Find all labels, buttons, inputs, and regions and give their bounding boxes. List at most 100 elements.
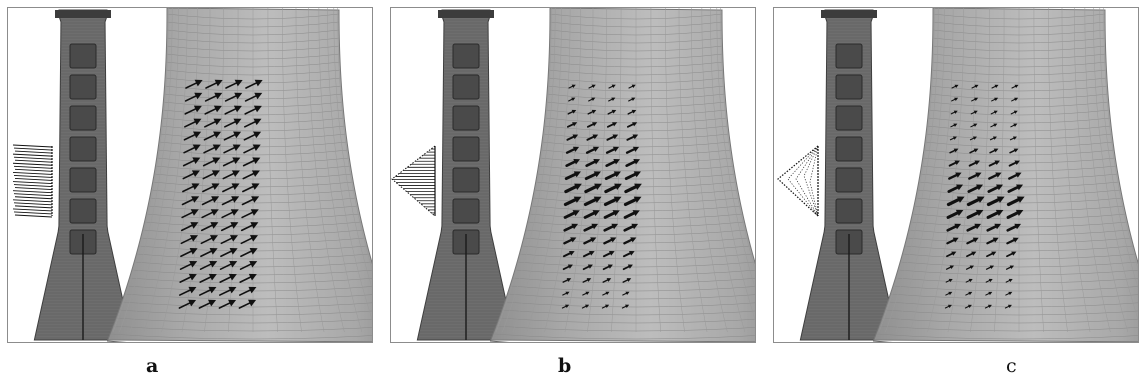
displacement-arrowhead [956, 184, 964, 191]
displacement-arrowhead [1013, 110, 1018, 114]
displacement-vector-field [944, 84, 1025, 309]
mesh-meridian [204, 8, 224, 333]
displacement-arrowhead [231, 183, 240, 190]
tower-section-view [416, 9, 516, 341]
shell-surface [490, 8, 755, 342]
mesh-meridian [970, 8, 990, 333]
displacement-arrowhead [1014, 97, 1019, 101]
displacement-arrowhead [613, 196, 622, 203]
displacement-arrowhead [995, 209, 1004, 216]
displacement-arrowhead [1011, 251, 1017, 256]
panel-c [773, 7, 1139, 343]
ring-opening [835, 167, 863, 193]
load-arrow-line [13, 165, 53, 169]
displacement-arrowhead [190, 209, 199, 216]
displacement-arrowhead [630, 237, 637, 243]
mesh-meridian [720, 8, 755, 270]
displacement-arrowhead [189, 260, 198, 268]
displacement-arrowhead [1015, 172, 1022, 178]
displacement-arrowhead [253, 105, 262, 113]
load-envelope [777, 145, 819, 217]
displacement-arrowhead [212, 144, 221, 152]
mesh-meridian [502, 8, 556, 333]
displacement-arrowhead [191, 183, 200, 190]
displacement-arrowhead [590, 237, 597, 243]
displacement-arrowhead [213, 118, 222, 126]
displacement-arrowhead [587, 264, 593, 269]
displacement-arrowhead [572, 134, 579, 140]
displacement-arrowhead [989, 265, 995, 270]
displacement-arrowhead [632, 146, 640, 152]
displacement-arrowhead [189, 248, 198, 255]
displacement-arrowhead [585, 304, 590, 309]
tower-shell-mesh [106, 8, 372, 342]
displacement-arrowhead [252, 144, 261, 152]
ring-opening [835, 74, 863, 100]
mesh-meridian [308, 8, 345, 333]
displacement-arrowhead [1007, 304, 1012, 309]
displacement-arrowhead [969, 265, 975, 270]
displacement-arrowhead [993, 110, 998, 114]
displacement-arrowhead [250, 222, 259, 229]
displacement-arrowhead [631, 109, 637, 114]
displacement-arrowhead [570, 237, 577, 243]
load-arrow-line [14, 168, 53, 172]
shell-surface [873, 8, 1138, 342]
displacement-arrowhead [229, 235, 238, 242]
load-arrow-line [13, 211, 53, 215]
load-arrow-line [12, 199, 53, 203]
displacement-arrowhead [251, 183, 260, 190]
displacement-arrowhead [253, 118, 262, 126]
displacement-arrowhead [991, 251, 997, 256]
displacement-arrowhead [633, 196, 642, 203]
displacement-arrowhead [248, 299, 257, 307]
displacement-arrowhead [988, 291, 993, 296]
displacement-arrowhead [971, 251, 977, 256]
ring-opening [452, 136, 480, 162]
displacement-arrowhead [612, 134, 619, 140]
mesh-meridian [611, 8, 622, 333]
load-arrow-line [14, 178, 53, 181]
displacement-arrowhead [188, 273, 197, 281]
displacement-arrowhead [625, 304, 630, 309]
mesh-ring [876, 333, 1138, 340]
displacement-arrowhead [193, 131, 202, 139]
displacement-arrowhead [1012, 136, 1017, 140]
displacement-arrowhead [213, 105, 222, 113]
mesh-meridian [512, 8, 562, 333]
displacement-arrowhead [228, 299, 237, 307]
displacement-arrowhead [952, 136, 957, 140]
tower-shell-mesh [872, 8, 1138, 342]
displacement-arrowhead [233, 131, 242, 139]
displacement-arrowhead [233, 118, 242, 126]
displacement-arrowhead [994, 223, 1002, 230]
displacement-arrowhead [568, 250, 575, 256]
tower-section-view [799, 9, 899, 341]
displacement-arrowhead [612, 210, 620, 217]
displacement-arrowhead [1014, 84, 1019, 89]
ring-opening [452, 105, 480, 131]
displacement-arrowhead [632, 210, 640, 217]
displacement-arrowhead [592, 146, 600, 152]
displacement-arrowhead [251, 170, 260, 177]
load-inner-envelope [809, 145, 819, 217]
displacement-arrowhead [190, 222, 199, 229]
mesh-meridian [1061, 8, 1091, 333]
mesh-meridian [544, 8, 581, 333]
displacement-arrowhead [607, 264, 613, 269]
displacement-arrowhead [974, 84, 979, 89]
displacement-arrowhead [592, 134, 599, 140]
mesh-meridian [318, 8, 363, 333]
displacement-arrowhead [994, 97, 999, 101]
ring-opening [69, 198, 97, 224]
mesh-meridian [1099, 8, 1138, 289]
displacement-arrowhead [249, 248, 258, 255]
displacement-arrowhead [193, 118, 202, 126]
load-arrow-line [12, 181, 53, 184]
mesh-meridian [129, 8, 179, 333]
panel-a-graphic [12, 8, 372, 342]
mesh-meridian [119, 8, 173, 333]
load-arrow-line [13, 202, 53, 206]
tower-top-cap [438, 10, 494, 18]
ring-opening [69, 136, 97, 162]
